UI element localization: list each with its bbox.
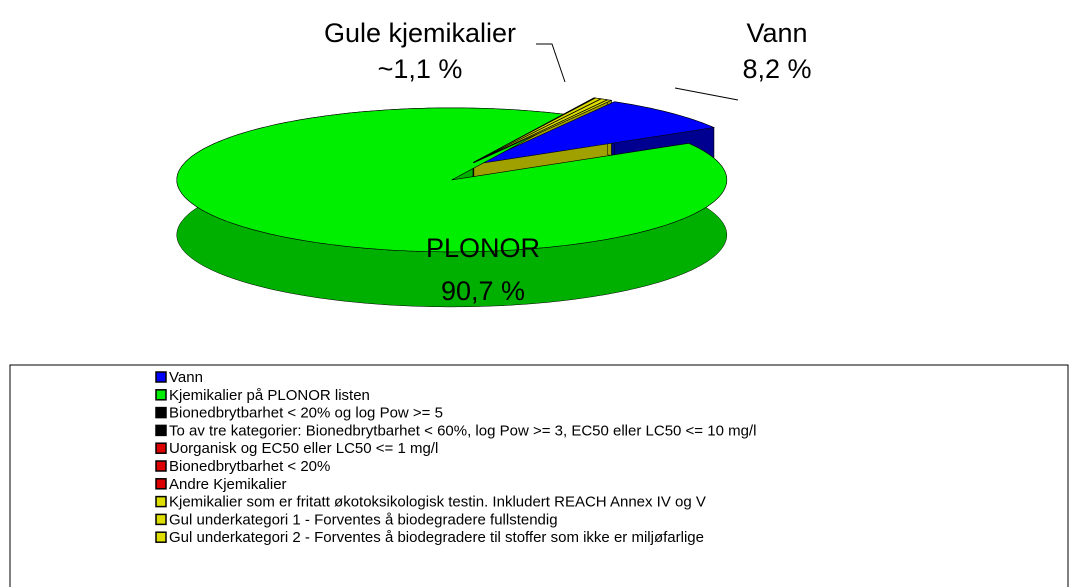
data-label: 8,2 % xyxy=(742,54,811,84)
legend-swatch xyxy=(155,406,167,419)
legend-label: Bionedbrytbarhet < 20% xyxy=(169,458,330,475)
leader-line xyxy=(674,87,739,101)
legend-label: Bionedbrytbarhet < 20% og log Pow >= 5 xyxy=(169,405,443,422)
legend-swatch xyxy=(155,371,167,383)
legend-label: Kjemikalier som er fritatt økotoksikolog… xyxy=(169,494,706,511)
slice-name: Vann xyxy=(746,18,807,48)
legend-swatch xyxy=(155,531,167,543)
legend-swatch xyxy=(155,478,167,490)
legend-label: Vann xyxy=(169,369,203,386)
legend-box xyxy=(9,364,1069,587)
legend-swatch xyxy=(155,389,167,401)
legend-label: Kjemikalier på PLONOR listen xyxy=(169,387,370,404)
legend-swatch xyxy=(155,424,167,437)
legend-label: Gul underkategori 1 - Forventes å biodeg… xyxy=(169,511,558,528)
slice xyxy=(473,99,613,163)
legend-swatch xyxy=(155,460,167,472)
legend-label: Gul underkategori 2 - Forventes å biodeg… xyxy=(169,529,704,546)
annotation-value: ~1,1 % xyxy=(378,54,463,84)
leader-line xyxy=(536,43,566,83)
legend-swatch xyxy=(155,495,167,508)
legend-label: Andre Kjemikalier xyxy=(169,476,287,493)
legend-label: Uorganisk og EC50 eller LC50 <= 1 mg/l xyxy=(169,440,438,457)
legend-swatch xyxy=(155,442,167,454)
slice xyxy=(176,107,728,253)
slice-name: PLONOR xyxy=(426,233,540,263)
data-label: 90,7 % xyxy=(441,276,525,306)
annotation-title: Gule kjemikalier xyxy=(324,18,516,48)
legend-swatch xyxy=(155,513,167,526)
slice xyxy=(476,101,716,165)
pie xyxy=(176,97,728,308)
legend-label: To av tre kategorier: Bionedbrytbarhet <… xyxy=(169,422,756,439)
